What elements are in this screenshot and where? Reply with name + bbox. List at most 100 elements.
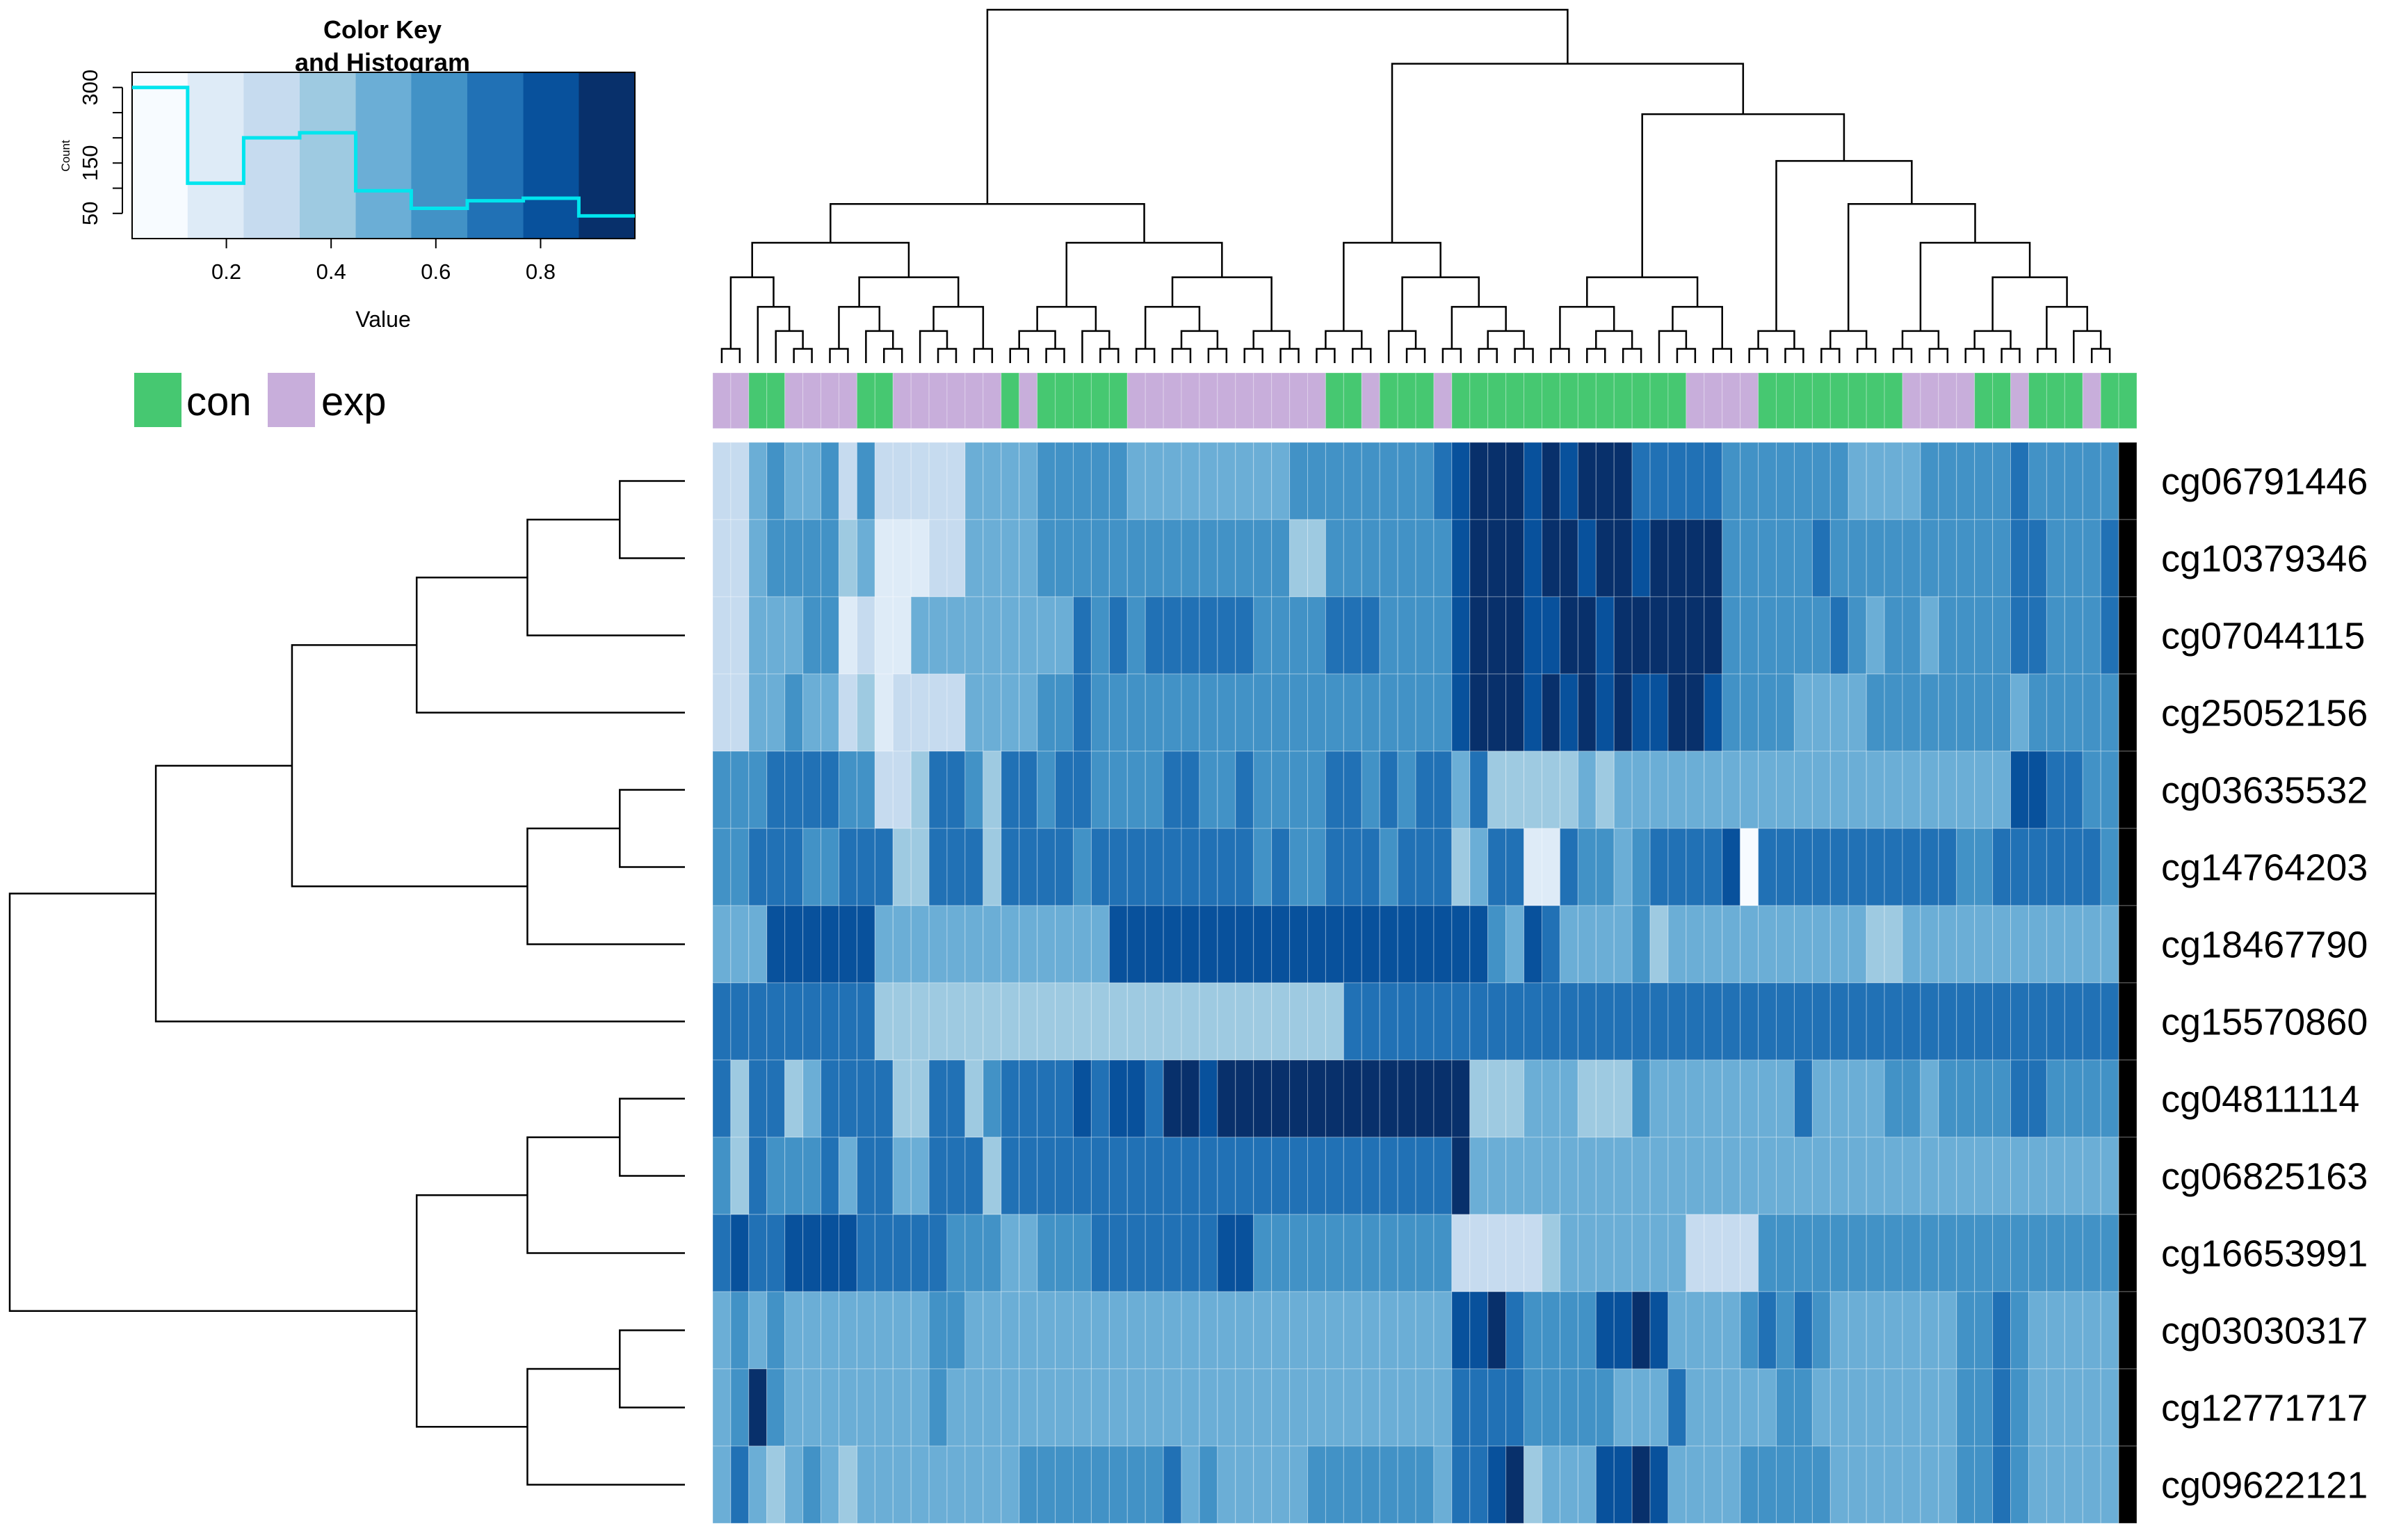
- heatmap-cell-cg10379346-75: [2046, 519, 2065, 597]
- heatmap-cell-cg06791446-78: [2100, 442, 2119, 520]
- heatmap-cell-cg09622121-7: [821, 1445, 839, 1524]
- column-dendrogram-link: [1144, 305, 1201, 349]
- heatmap-cell-cg14764203-6: [802, 828, 822, 906]
- heatmap-cell-cg06791446-4: [766, 442, 786, 520]
- heatmap-cell-cg25052156-45: [1505, 673, 1525, 752]
- heatmap-cell-cg06825163-40: [1415, 1137, 1435, 1215]
- heatmap-cell-cg06825163-51: [1613, 1137, 1633, 1215]
- heatmap-cell-cg18467790-27: [1181, 905, 1200, 984]
- heatmap-cell-cg16653991-39: [1397, 1214, 1416, 1292]
- heatmap-cell-cg25052156-66: [1884, 673, 1903, 752]
- side-color-col-63: [1829, 372, 1849, 429]
- column-dendrogram-link: [1081, 330, 1110, 363]
- heatmap-cell-cg10379346-1: [712, 519, 732, 597]
- heatmap-cell-cg12771717-12: [910, 1368, 930, 1447]
- heatmap-cell-cg03635532-10: [874, 751, 894, 829]
- heatmap-cell-cg06791446-3: [748, 442, 768, 520]
- side-color-col-50: [1595, 372, 1615, 429]
- side-color-col-16: [983, 372, 1002, 429]
- heatmap-cell-cg04811114-72: [1992, 1059, 2012, 1138]
- heatmap-cell-cg15570860-68: [1920, 982, 1939, 1061]
- heatmap-cell-cg16653991-78: [2100, 1214, 2119, 1292]
- heatmap-cell-cg10379346-4: [766, 519, 786, 597]
- heatmap-cell-cg18467790-21: [1072, 905, 1092, 984]
- heatmap-cell-cg06825163-52: [1631, 1137, 1651, 1215]
- heatmap-cell-cg16653991-18: [1019, 1214, 1038, 1292]
- heatmap-cell-cg14764203-58: [1740, 828, 1759, 906]
- heatmap-cell-cg09622121-19: [1037, 1445, 1056, 1524]
- side-color-col-43: [1469, 372, 1489, 429]
- heatmap-cell-cg16653991-19: [1037, 1214, 1056, 1292]
- heatmap-cell-cg03030317-20: [1055, 1291, 1074, 1370]
- heatmap-cell-cg06791446-21: [1072, 442, 1092, 520]
- heatmap-cell-cg07044115-36: [1343, 596, 1362, 675]
- heatmap-cell-cg07044115-37: [1361, 596, 1380, 675]
- row-labels: cg06791446 cg10379346 cg07044115 cg25052156…: [2161, 461, 2368, 1507]
- heatmap-cell-cg14764203-31: [1253, 828, 1272, 906]
- heatmap-cell-cg18467790-4: [766, 905, 786, 984]
- heatmap-cell-cg15570860-42: [1451, 982, 1471, 1061]
- heatmap-cell-cg12771717-57: [1722, 1368, 1741, 1447]
- heatmap-cell-cg10379346-53: [1649, 519, 1669, 597]
- heatmap-cell-cg06791446-48: [1559, 442, 1578, 520]
- heatmap-cell-cg03030317-37: [1361, 1291, 1380, 1370]
- heatmap-cell-cg03635532-40: [1415, 751, 1435, 829]
- heatmap-cell-cg25052156-30: [1235, 673, 1254, 752]
- heatmap-cell-cg25052156-20: [1055, 673, 1074, 752]
- heatmap-cell-cg04811114-5: [784, 1059, 804, 1138]
- heatmap-cell-cg14764203-2: [730, 828, 750, 906]
- heatmap-cell-cg15570860-29: [1217, 982, 1236, 1061]
- side-color-col-26: [1163, 372, 1182, 429]
- heatmap-cell-cg10379346-55: [1686, 519, 1705, 597]
- side-color-col-21: [1072, 372, 1092, 429]
- heatmap-cell-cg09622121-17: [1001, 1445, 1020, 1524]
- heatmap-cell-cg09622121-68: [1920, 1445, 1939, 1524]
- column-dendrogram-link: [1829, 330, 1868, 349]
- heatmap-cell-cg12771717-13: [928, 1368, 948, 1447]
- heatmap-cell-cg03030317-32: [1271, 1291, 1291, 1370]
- heatmap-cell-cg07044115-9: [856, 596, 875, 675]
- heatmap-cell-cg15570860-6: [802, 982, 822, 1061]
- heatmap-cell-cg18467790-49: [1577, 905, 1597, 984]
- heatmap-cell-cg03635532-16: [983, 751, 1002, 829]
- heatmap-cell-cg07044115-74: [2028, 596, 2047, 675]
- heatmap-cell-cg06791446-79: [2118, 442, 2138, 520]
- heatmap-cell-cg18467790-23: [1108, 905, 1128, 984]
- heatmap-cell-cg18467790-24: [1126, 905, 1146, 984]
- heatmap-cell-cg04811114-53: [1649, 1059, 1669, 1138]
- heatmap-cell-cg06825163-44: [1487, 1137, 1507, 1215]
- heatmap-cell-cg15570860-43: [1469, 982, 1489, 1061]
- heatmap-cell-cg12771717-49: [1577, 1368, 1597, 1447]
- side-color-col-29: [1217, 372, 1236, 429]
- heatmap-cell-cg03635532-22: [1090, 751, 1110, 829]
- heatmap-cell-cg06825163-59: [1758, 1137, 1777, 1215]
- heatmap-cell-cg10379346-8: [838, 519, 857, 597]
- heatmap-cell-cg25052156-9: [856, 673, 875, 752]
- heatmap-cell-cg03030317-65: [1866, 1291, 1885, 1370]
- heatmap-cell-cg06791446-29: [1217, 442, 1236, 520]
- side-color-col-12: [910, 372, 930, 429]
- heatmap-cell-cg18467790-5: [784, 905, 804, 984]
- heatmap-cell-cg10379346-71: [1974, 519, 1994, 597]
- heatmap-cell-cg10379346-76: [2064, 519, 2083, 597]
- heatmap-cell-cg03030317-26: [1163, 1291, 1182, 1370]
- heatmap-cell-cg06791446-30: [1235, 442, 1254, 520]
- heatmap-cell-cg06825163-20: [1055, 1137, 1074, 1215]
- heatmap-cell-cg25052156-56: [1704, 673, 1723, 752]
- heatmap-cell-cg06791446-74: [2028, 442, 2047, 520]
- heatmap-cell-cg14764203-26: [1163, 828, 1182, 906]
- heatmap-cell-cg18467790-43: [1469, 905, 1489, 984]
- heatmap-cell-cg15570860-66: [1884, 982, 1903, 1061]
- side-color-col-60: [1776, 372, 1795, 429]
- heatmap-cell-cg18467790-12: [910, 905, 930, 984]
- heatmap-cell-cg07044115-5: [784, 596, 804, 675]
- column-dendrogram-link: [1387, 330, 1417, 363]
- heatmap-cell-cg14764203-38: [1379, 828, 1398, 906]
- heatmap-cell-cg04811114-45: [1505, 1059, 1525, 1138]
- heatmap-cell-cg06791446-73: [2010, 442, 2029, 520]
- side-color-col-55: [1686, 372, 1705, 429]
- heatmap-cell-cg18467790-36: [1343, 905, 1362, 984]
- heatmap-cell-cg03030317-9: [856, 1291, 875, 1370]
- heatmap-cell-cg10379346-13: [928, 519, 948, 597]
